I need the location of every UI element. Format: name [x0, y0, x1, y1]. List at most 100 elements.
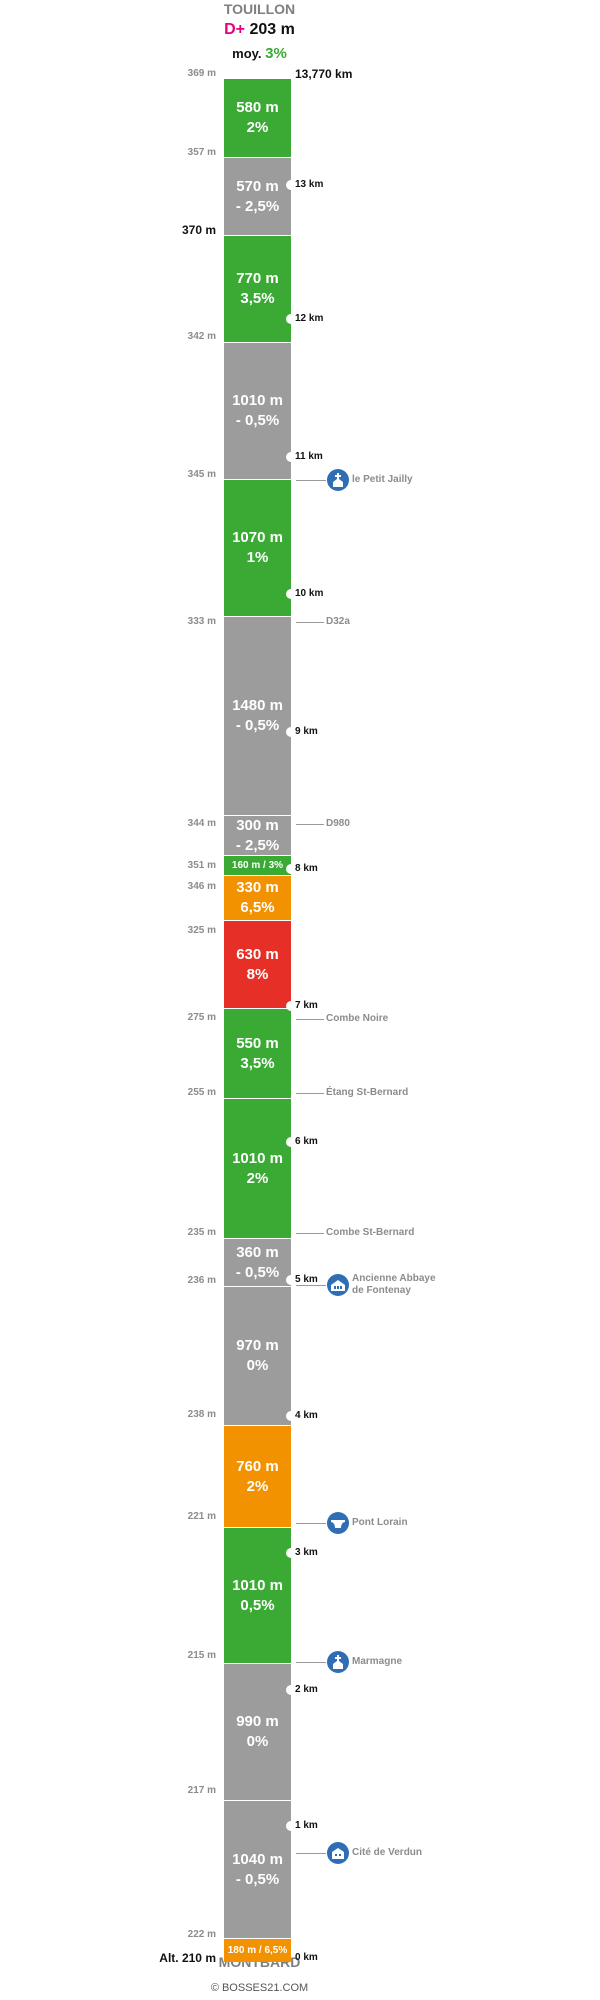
segment-length: 1480 m [232, 697, 283, 714]
km-marker: 7 km [295, 1000, 318, 1011]
landmark-leader [296, 622, 324, 623]
profile-segment: 360 m - 0,5% [224, 1238, 291, 1286]
landmark-label: D980 [326, 818, 350, 829]
segment-grade: 2% [246, 1477, 269, 1495]
segment-length: 970 m [236, 1337, 279, 1354]
profile-segment: 770 m 3,5% [224, 235, 291, 342]
km-marker: 12 km [295, 313, 324, 324]
altitude-label: 346 m [187, 881, 216, 892]
average-grade: moy. 3% [0, 45, 519, 62]
profile-segment: 970 m 0% [224, 1286, 291, 1425]
km-marker: 10 km [295, 588, 324, 599]
profile-segment: 550 m 3,5% [224, 1008, 291, 1098]
segment-length: 1070 m [232, 529, 283, 546]
km-notch [286, 727, 296, 737]
segment-length: 760 m [236, 1457, 279, 1475]
altitude-label: 357 m [187, 147, 216, 158]
average-grade-label: moy. [232, 46, 262, 61]
km-notch [286, 1548, 296, 1558]
segment-length: 990 m [236, 1713, 279, 1730]
km-notch [286, 314, 296, 324]
landmark-leader [296, 480, 326, 481]
km-marker: 3 km [295, 1547, 318, 1558]
altitude-label: 236 m [187, 1275, 216, 1286]
segment-length: 570 m [236, 177, 279, 195]
profile-segment: 760 m 2% [224, 1425, 291, 1527]
altitude-label: 275 m [187, 1012, 216, 1023]
church-icon [327, 1651, 349, 1673]
landmark-label: D32a [326, 616, 350, 627]
segment-length: 1010 m [232, 392, 283, 409]
segment-grade: - 2,5% [235, 197, 280, 215]
landmark-leader [296, 1233, 324, 1234]
start-name: TOUILLON [223, 1, 296, 17]
segment-grade: 6,5% [240, 899, 275, 916]
landmark-leader [296, 1523, 326, 1524]
segment-grade: - 0,5% [235, 1870, 280, 1888]
segment-length: 300 m [236, 816, 279, 834]
km-notch [286, 180, 296, 190]
km-notch [286, 589, 296, 599]
profile-segment: 330 m 6,5% [224, 875, 291, 920]
km-notch [286, 1001, 296, 1011]
segment-grade: - 0,5% [235, 1263, 280, 1281]
km-marker: 8 km [295, 863, 318, 874]
altitude-label: 333 m [187, 616, 216, 627]
segment-label: 180 m / 6,5% [227, 1944, 288, 1956]
landmark-label: Combe Noire [326, 1013, 389, 1024]
km-notch [286, 1411, 296, 1421]
segment-grade: 2% [246, 119, 269, 136]
profile-segment: 300 m - 2,5% [224, 815, 291, 855]
altitude-label: 344 m [187, 818, 216, 829]
km-marker: 11 km [295, 451, 323, 462]
elevation-gain-value: 203 m [249, 21, 295, 38]
segment-length: 770 m [236, 270, 279, 287]
km-marker: 2 km [295, 1684, 318, 1695]
profile-segment: 1010 m 0,5% [224, 1527, 291, 1663]
elevation-gain: D+ 203 m [0, 21, 519, 39]
km-notch [286, 1275, 296, 1285]
profile-segment: 570 m - 2,5% [224, 157, 291, 235]
profile-segment: 1070 m 1% [224, 479, 291, 616]
altitude-label: 351 m [187, 860, 216, 871]
segment-length: 330 m [236, 879, 279, 896]
segment-grade: 0% [246, 1733, 269, 1750]
segment-grade: 1% [246, 549, 269, 566]
km-marker: 13 km [295, 179, 324, 190]
segment-grade: 2% [246, 1169, 269, 1187]
landmark-leader [296, 1093, 324, 1094]
landmark-label: Combe St-Bernard [326, 1227, 415, 1238]
profile-segment: 1010 m 2% [224, 1098, 291, 1238]
profile-segment: 1480 m - 0,5% [224, 616, 291, 815]
profile-segment: 1010 m - 0,5% [224, 342, 291, 479]
segment-length: 630 m [236, 945, 279, 963]
altitude-label: 370 m [181, 223, 216, 237]
segment-length: 1040 m [232, 1850, 283, 1868]
profile-segment: 990 m 0% [224, 1663, 291, 1800]
altitude-label: 217 m [187, 1785, 216, 1796]
km-notch [286, 1685, 296, 1695]
segment-length: 550 m [236, 1034, 279, 1052]
profile-segment: 1040 m - 0,5% [224, 1800, 291, 1938]
abbey-icon [327, 1274, 349, 1296]
segment-length: 1010 m [232, 1149, 283, 1167]
segment-length: 1010 m [232, 1576, 283, 1594]
altitude-label: 369 m [187, 68, 216, 79]
altitude-label: 255 m [187, 1087, 216, 1098]
landmark-label: Ancienne Abbaye de Fontenay [352, 1273, 436, 1296]
segment-grade: 3,5% [240, 290, 275, 307]
building-icon [327, 1842, 349, 1864]
landmark-label: Étang St-Bernard [326, 1087, 409, 1098]
km-marker: 5 km [295, 1274, 318, 1285]
landmark-leader [296, 1853, 326, 1854]
segment-length: 360 m [236, 1243, 279, 1261]
altitude-label: 342 m [187, 331, 216, 342]
km-notch [286, 1137, 296, 1147]
altitude-label: Alt. 210 m [159, 1951, 216, 1965]
average-grade-value: 3% [265, 45, 287, 62]
km-marker: 13,770 km [295, 67, 353, 81]
landmark-leader [296, 1662, 326, 1663]
church-icon [327, 469, 349, 491]
landmark-leader [296, 824, 324, 825]
